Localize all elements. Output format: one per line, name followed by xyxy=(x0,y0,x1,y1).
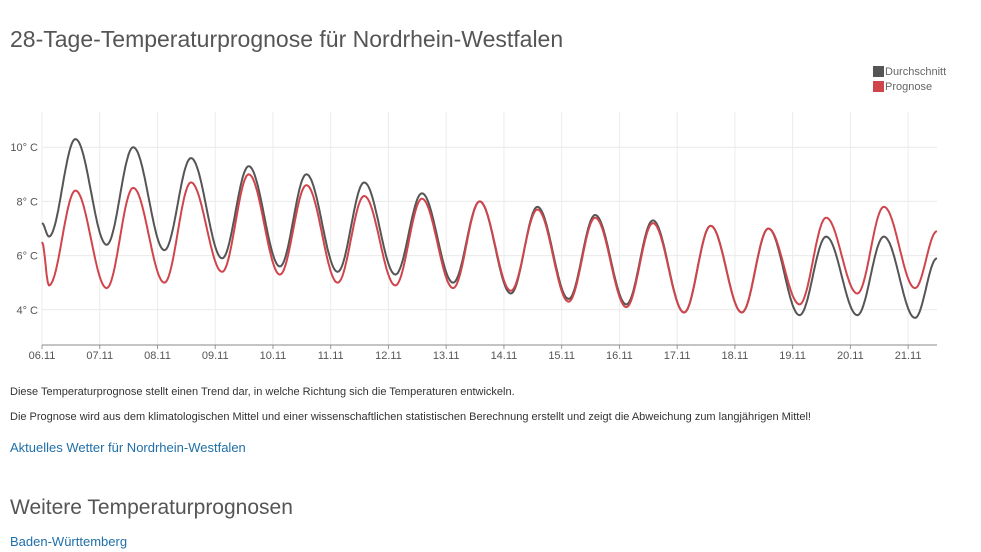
chart-grid xyxy=(41,112,937,345)
chart-legend: Durchschnitt Prognose xyxy=(873,64,946,94)
y-tick-label: 10° C xyxy=(10,142,38,154)
x-axis: 06.11 07.11 08.11 09.11 10.11 11.11 12.11 13.11… xyxy=(29,344,937,362)
x-tick-label: 20.11 xyxy=(837,350,864,362)
legend-swatch-durchschnitt xyxy=(873,66,884,77)
x-tick-label: 09.11 xyxy=(202,350,229,362)
more-forecasts-heading: Weitere Temperaturprognosen xyxy=(10,496,293,519)
x-tick-label: 21.11 xyxy=(895,350,922,362)
x-tick-label: 13.11 xyxy=(433,350,460,362)
x-tick-label: 08.11 xyxy=(144,350,171,362)
method-note: Die Prognose wird aus dem klimatologisch… xyxy=(10,411,811,423)
y-tick-label: 4° C xyxy=(16,305,38,317)
legend-label-prognose: Prognose xyxy=(885,80,933,93)
temperature-chart: 4° C 6° C 8° C 10° C 06.11 07.11 08.11 09.11 10… xyxy=(10,112,938,362)
series-line-durchschnitt[interactable] xyxy=(41,138,938,319)
x-tick-label: 11.11 xyxy=(318,350,344,362)
x-tick-label: 14.11 xyxy=(491,350,518,362)
series-line-prognose[interactable] xyxy=(41,173,938,314)
legend-label-durchschnitt: Durchschnitt xyxy=(885,65,947,78)
series-lines xyxy=(41,138,938,319)
legend-item-prognose[interactable]: Prognose xyxy=(873,79,946,94)
x-tick-label: 06.11 xyxy=(29,350,56,362)
page-title: 28-Tage-Temperaturprognose für Nordrhein… xyxy=(10,26,564,52)
legend-swatch-prognose xyxy=(873,81,884,92)
x-tick-label: 19.11 xyxy=(779,350,806,362)
y-axis: 4° C 6° C 8° C 10° C xyxy=(10,142,38,317)
y-tick-label: 8° C xyxy=(16,196,38,208)
x-tick-label: 16.11 xyxy=(606,350,633,362)
x-tick-label: 18.11 xyxy=(722,350,749,362)
trend-note: Diese Temperaturprognose stellt einen Tr… xyxy=(10,386,515,398)
x-tick-label: 12.11 xyxy=(375,350,402,362)
legend-item-durchschnitt[interactable]: Durchschnitt xyxy=(873,64,946,79)
more-forecast-link-baden-wuerttemberg[interactable]: Baden-Württemberg xyxy=(10,534,128,549)
y-tick-label: 6° C xyxy=(16,251,38,263)
x-tick-label: 17.11 xyxy=(664,350,691,362)
x-tick-label: 15.11 xyxy=(548,350,575,362)
current-weather-link[interactable]: Aktuelles Wetter für Nordrhein-Westfalen xyxy=(10,440,246,455)
x-tick-label: 07.11 xyxy=(86,350,113,362)
x-tick-label: 10.11 xyxy=(260,350,287,362)
